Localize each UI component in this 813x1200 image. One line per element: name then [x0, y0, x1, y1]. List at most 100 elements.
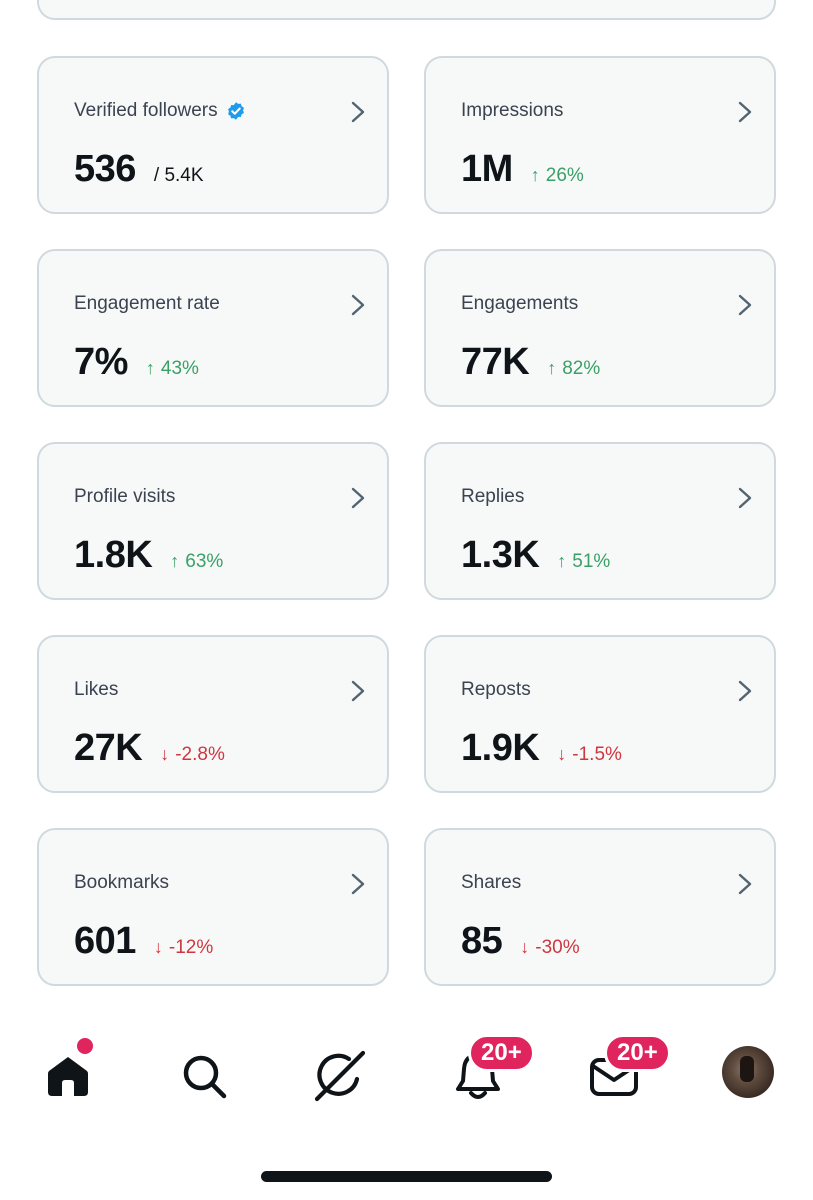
card-replies[interactable]: Replies 1.3K ↑ 51%	[424, 442, 776, 600]
card-label: Shares	[461, 872, 522, 893]
arrow-down-icon: ↓	[160, 744, 170, 764]
card-label-wrap: Verified followers	[74, 100, 246, 122]
arrow-down-icon: ↓	[557, 744, 567, 764]
verified-badge-icon	[227, 102, 244, 120]
card-impressions[interactable]: Impressions 1M ↑ 26%	[424, 56, 776, 214]
nav-grok[interactable]	[312, 1048, 368, 1104]
change-value: -1.5%	[572, 744, 622, 765]
value-row: 536 / 5.4K	[74, 148, 204, 191]
card-change: ↑ 43%	[146, 358, 199, 380]
card-engagements[interactable]: Engagements 77K ↑ 82%	[424, 249, 776, 407]
arrow-up-icon: ↑	[557, 551, 567, 571]
card-value: 85	[461, 920, 503, 962]
search-icon	[183, 1055, 227, 1099]
home-indicator[interactable]	[261, 1171, 552, 1182]
card-change: ↓ -2.8%	[160, 744, 225, 766]
card-change: ↓ -12%	[154, 937, 213, 959]
card-label: Replies	[461, 486, 525, 507]
change-value: 63%	[185, 551, 224, 572]
card-label-wrap: Engagement rate	[74, 293, 220, 315]
change-value: 82%	[562, 358, 601, 379]
card-label-wrap: Shares	[461, 872, 521, 894]
chevron-right-icon	[738, 294, 752, 316]
chevron-right-icon	[351, 487, 365, 509]
card-label: Reposts	[461, 679, 531, 700]
card-label-wrap: Reposts	[461, 679, 531, 701]
chevron-right-icon	[351, 873, 365, 895]
card-label-wrap: Impressions	[461, 100, 563, 122]
card-engagement-rate[interactable]: Engagement rate 7% ↑ 43%	[37, 249, 389, 407]
card-label: Impressions	[461, 100, 564, 121]
chevron-right-icon	[351, 680, 365, 702]
bottom-nav: 20+ 20+	[0, 1030, 813, 1120]
card-change: ↑ 51%	[557, 551, 610, 573]
card-change: ↑ 26%	[531, 165, 584, 187]
home-icon	[48, 1057, 88, 1096]
card-value: 536	[74, 148, 136, 190]
avatar[interactable]	[722, 1046, 774, 1098]
arrow-down-icon: ↓	[153, 937, 163, 957]
card-label: Engagement rate	[74, 293, 220, 314]
change-value: 51%	[572, 551, 611, 572]
value-row: 77K ↑ 82%	[461, 341, 600, 384]
value-row: 601 ↓ -12%	[74, 920, 213, 963]
previous-card[interactable]	[37, 0, 776, 20]
card-value: 27K	[74, 727, 143, 769]
grok-icon	[314, 1050, 366, 1102]
card-bookmarks[interactable]: Bookmarks 601 ↓ -12%	[37, 828, 389, 986]
change-value: -30%	[535, 937, 580, 958]
arrow-down-icon: ↓	[520, 937, 530, 957]
messages-badge: 20+	[604, 1034, 671, 1072]
card-label: Bookmarks	[74, 872, 170, 893]
card-value: 601	[74, 920, 136, 962]
nav-search[interactable]	[176, 1048, 232, 1104]
arrow-up-icon: ↑	[170, 551, 180, 571]
value-row: 1M ↑ 26%	[461, 148, 584, 191]
card-change: ↓ -1.5%	[557, 744, 622, 766]
chevron-right-icon	[738, 487, 752, 509]
change-value: 43%	[160, 358, 199, 379]
home-notification-dot	[77, 1038, 93, 1054]
arrow-up-icon: ↑	[145, 358, 155, 378]
card-change: ↑ 82%	[547, 358, 600, 380]
chevron-right-icon	[738, 101, 752, 123]
card-change: ↑ 63%	[170, 551, 223, 573]
card-label: Engagements	[461, 293, 579, 314]
arrow-up-icon: ↑	[547, 358, 557, 378]
card-value: 1.9K	[461, 727, 540, 769]
value-row: 1.8K ↑ 63%	[74, 534, 223, 577]
card-likes[interactable]: Likes 27K ↓ -2.8%	[37, 635, 389, 793]
card-value: 1M	[461, 148, 513, 190]
card-label-wrap: Engagements	[461, 293, 578, 315]
card-value: 77K	[461, 341, 530, 383]
card-label: Likes	[74, 679, 119, 700]
card-verified-followers[interactable]: Verified followers 536 / 5.4K	[37, 56, 389, 214]
card-value: 7%	[74, 341, 128, 383]
value-row: 85 ↓ -30%	[461, 920, 580, 963]
change-value: 26%	[545, 165, 584, 186]
card-label: Verified followers	[74, 100, 218, 121]
card-value: 1.3K	[461, 534, 540, 576]
notifications-badge: 20+	[468, 1034, 535, 1072]
card-label-wrap: Profile visits	[74, 486, 175, 508]
card-label-wrap: Likes	[74, 679, 118, 701]
card-change: ↓ -30%	[520, 937, 579, 959]
chevron-right-icon	[351, 101, 365, 123]
card-shares[interactable]: Shares 85 ↓ -30%	[424, 828, 776, 986]
value-row: 1.3K ↑ 51%	[461, 534, 610, 577]
analytics-grid: Verified followers 536 / 5.4K Impression…	[37, 56, 776, 986]
arrow-up-icon: ↑	[530, 165, 540, 185]
card-label-wrap: Bookmarks	[74, 872, 169, 894]
nav-home[interactable]	[40, 1048, 96, 1104]
change-value: -12%	[168, 937, 214, 958]
card-label: Profile visits	[74, 486, 176, 507]
value-row: 7% ↑ 43%	[74, 341, 199, 384]
chevron-right-icon	[351, 294, 365, 316]
card-value: 1.8K	[74, 534, 153, 576]
card-label-wrap: Replies	[461, 486, 524, 508]
card-profile-visits[interactable]: Profile visits 1.8K ↑ 63%	[37, 442, 389, 600]
card-total: / 5.4K	[153, 165, 204, 186]
change-value: -2.8%	[175, 744, 225, 765]
card-reposts[interactable]: Reposts 1.9K ↓ -1.5%	[424, 635, 776, 793]
chevron-right-icon	[738, 873, 752, 895]
